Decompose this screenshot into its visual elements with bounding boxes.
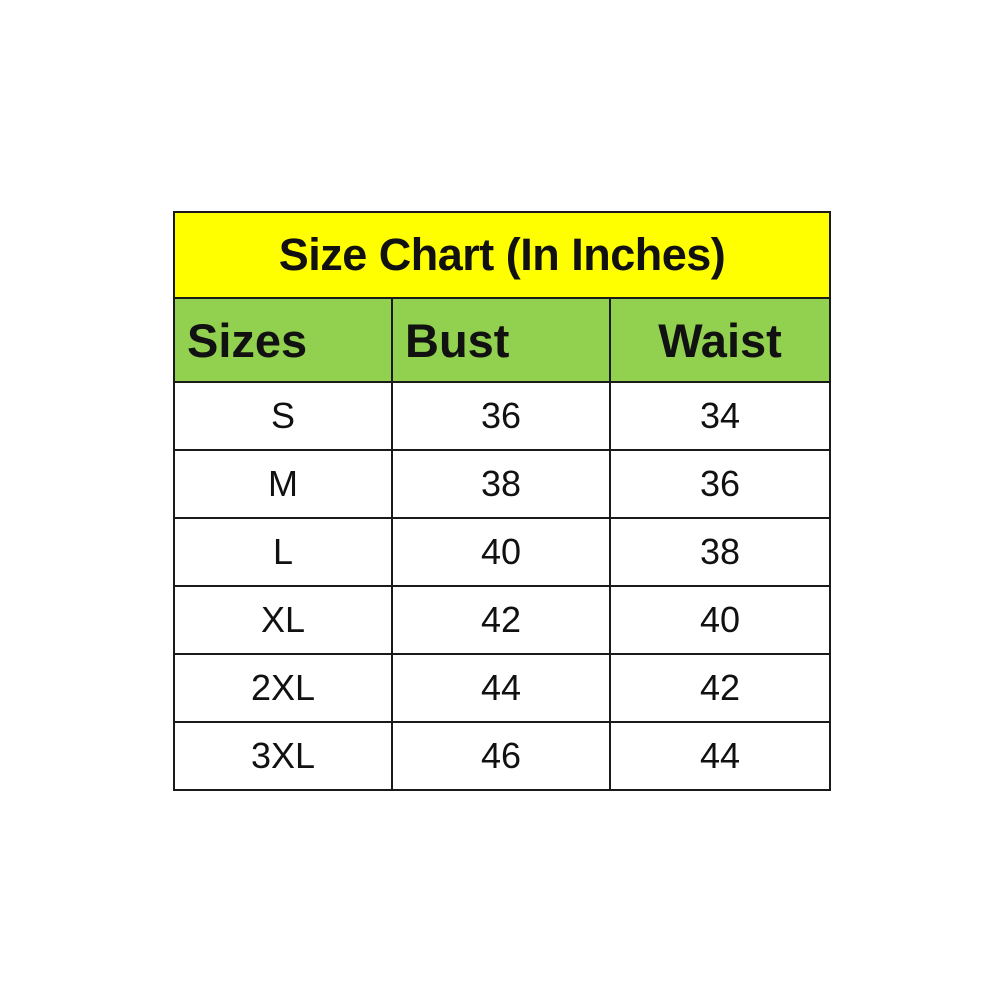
title-row: Size Chart (In Inches) bbox=[173, 211, 831, 299]
size-chart-table: Size Chart (In Inches) Sizes Bust Waist … bbox=[173, 211, 831, 791]
table-row: 2XL 44 42 bbox=[173, 653, 831, 723]
size-cell: S bbox=[173, 381, 393, 451]
size-cell: XL bbox=[173, 585, 393, 655]
waist-cell: 34 bbox=[609, 381, 831, 451]
bust-cell: 42 bbox=[391, 585, 611, 655]
table-row: L 40 38 bbox=[173, 517, 831, 587]
column-header-waist: Waist bbox=[609, 297, 831, 383]
size-cell: 3XL bbox=[173, 721, 393, 791]
bust-cell: 38 bbox=[391, 449, 611, 519]
header-row: Sizes Bust Waist bbox=[173, 297, 831, 383]
table-row: S 36 34 bbox=[173, 381, 831, 451]
column-header-bust: Bust bbox=[391, 297, 611, 383]
bust-cell: 36 bbox=[391, 381, 611, 451]
waist-cell: 36 bbox=[609, 449, 831, 519]
table-row: XL 42 40 bbox=[173, 585, 831, 655]
table-row: M 38 36 bbox=[173, 449, 831, 519]
column-header-sizes: Sizes bbox=[173, 297, 393, 383]
waist-cell: 44 bbox=[609, 721, 831, 791]
waist-cell: 38 bbox=[609, 517, 831, 587]
bust-cell: 40 bbox=[391, 517, 611, 587]
size-cell: 2XL bbox=[173, 653, 393, 723]
waist-cell: 40 bbox=[609, 585, 831, 655]
bust-cell: 46 bbox=[391, 721, 611, 791]
waist-cell: 42 bbox=[609, 653, 831, 723]
table-row: 3XL 46 44 bbox=[173, 721, 831, 791]
size-cell: L bbox=[173, 517, 393, 587]
bust-cell: 44 bbox=[391, 653, 611, 723]
table-title: Size Chart (In Inches) bbox=[173, 211, 831, 299]
size-cell: M bbox=[173, 449, 393, 519]
